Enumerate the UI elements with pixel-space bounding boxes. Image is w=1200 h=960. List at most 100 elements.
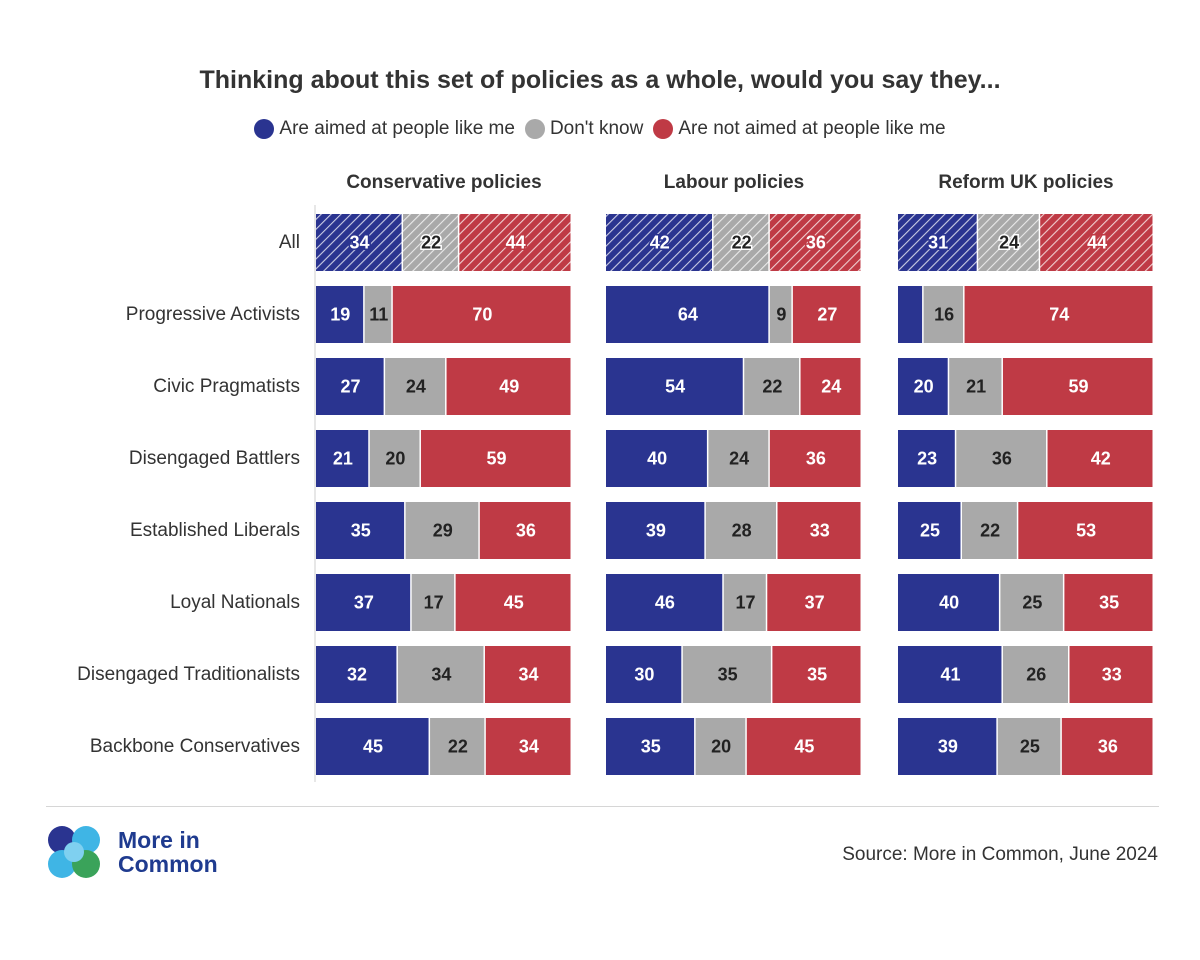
bar-segment-not-aimed [772, 646, 861, 703]
bar-segment-not-aimed [446, 358, 571, 415]
panel-1: Conservative policies 34 22 44 19 11 70 27 24 49 2… [316, 172, 571, 775]
data-label: 21 [333, 449, 353, 469]
bar-segment-aimed [606, 646, 682, 703]
bar-segment-aimed [898, 286, 923, 343]
legend-item-aimed: Are aimed at people like me [254, 118, 515, 140]
data-label: 34 [431, 665, 451, 685]
data-label: 54 [665, 377, 685, 397]
bar-segment-aimed [316, 718, 429, 775]
data-label: 28 [732, 521, 752, 541]
bar-segment-aimed [606, 286, 769, 343]
bar-segment-aimed [316, 574, 411, 631]
bar-segment-dont-know [397, 646, 484, 703]
data-label: 53 [1076, 521, 1096, 541]
panel-3: Reform UK policies 31 24 44 16 74 20 21 59 23 36 42… [898, 172, 1153, 775]
data-label: 22 [732, 233, 752, 253]
row-label: Disengaged Battlers [129, 448, 300, 469]
bar-segment-not-aimed [485, 718, 571, 775]
bar-segment-not-aimed [1069, 646, 1153, 703]
panel-title: Conservative policies [346, 172, 541, 193]
data-label: 25 [920, 521, 940, 541]
row-label: Progressive Activists [126, 304, 300, 325]
data-label: 44 [506, 233, 526, 253]
data-label: 49 [499, 377, 519, 397]
bar-segment-dont-know [430, 718, 485, 775]
data-label: 16 [934, 305, 954, 325]
bar-segment-dont-know [723, 574, 766, 631]
bar-segment-aimed [606, 430, 707, 487]
legend-dot-aimed [254, 119, 275, 139]
bar-segment-dont-know [405, 502, 479, 559]
data-label: 39 [938, 737, 958, 757]
bar-segment-not-aimed [964, 286, 1153, 343]
bar-segment-dont-know [682, 646, 771, 703]
data-label: 41 [940, 665, 960, 685]
data-label: 39 [646, 521, 666, 541]
bar-segment-dont-know [403, 214, 458, 271]
bar-segment-not-aimed [392, 286, 571, 343]
data-label: 36 [992, 449, 1012, 469]
data-label: 21 [966, 377, 986, 397]
data-label: 25 [1022, 593, 1042, 613]
data-label: 45 [363, 737, 383, 757]
bar-segment-not-aimed [1002, 358, 1153, 415]
data-label: 17 [424, 593, 444, 613]
legend-dot-dont-know [524, 119, 545, 139]
data-label: 59 [486, 449, 506, 469]
source-note: Source: More in Common, June 2024 [842, 844, 1158, 865]
data-label: 34 [350, 233, 370, 253]
data-label: 59 [1068, 377, 1088, 397]
data-label: 22 [980, 521, 1000, 541]
bar-segment-dont-know [769, 286, 792, 343]
bar-segment-dont-know [705, 502, 777, 559]
bar-segment-not-aimed [800, 358, 861, 415]
data-label: 42 [650, 233, 670, 253]
bar-segment-dont-know [923, 286, 964, 343]
data-label: 45 [504, 593, 524, 613]
data-label: 74 [1049, 305, 1069, 325]
bar-segment-dont-know [1002, 646, 1069, 703]
data-label: 34 [519, 737, 539, 757]
data-label: 17 [736, 593, 756, 613]
data-label: 22 [448, 737, 468, 757]
data-label: 31 [928, 233, 948, 253]
bar-segment-dont-know [949, 358, 1002, 415]
row-label: Backbone Conservatives [90, 736, 300, 757]
bar-segment-aimed [606, 574, 723, 631]
data-label: 45 [794, 737, 814, 757]
data-label: 37 [354, 593, 374, 613]
data-label: 33 [810, 521, 830, 541]
legend-label-aimed: Are aimed at people like me [279, 118, 515, 139]
data-label: 36 [516, 521, 536, 541]
bar-segment-aimed [606, 214, 713, 271]
bar-segment-dont-know [962, 502, 1017, 559]
bar-segment-dont-know [695, 718, 746, 775]
bar-segment-aimed [898, 502, 961, 559]
legend-label-dont-know: Don't know [549, 118, 644, 139]
legend-label-not-aimed: Are not aimed at people like me [678, 118, 946, 139]
bar-segment-dont-know [385, 358, 446, 415]
bar-segment-not-aimed [1040, 214, 1153, 271]
data-label: 40 [939, 593, 959, 613]
data-label: 22 [421, 233, 441, 253]
data-label: 36 [806, 233, 826, 253]
bar-segment-not-aimed [484, 646, 571, 703]
data-label: 35 [807, 665, 827, 685]
bar-segment-aimed [898, 718, 997, 775]
data-label: 20 [385, 449, 405, 469]
bar-segment-aimed [606, 358, 743, 415]
bar-segment-not-aimed [479, 502, 571, 559]
data-label: 23 [917, 449, 937, 469]
panel-title: Labour policies [664, 172, 804, 193]
footer-divider [46, 806, 1159, 807]
data-label: 29 [433, 521, 453, 541]
bar-segment-aimed [606, 502, 705, 559]
bar-segment-not-aimed [1061, 718, 1153, 775]
data-label: 24 [406, 377, 426, 397]
bar-segment-not-aimed [420, 430, 571, 487]
row-label: All [279, 232, 300, 253]
bar-segment-dont-know [364, 286, 392, 343]
data-label: 46 [655, 593, 675, 613]
data-label: 24 [821, 377, 841, 397]
data-label: 11 [369, 305, 388, 325]
